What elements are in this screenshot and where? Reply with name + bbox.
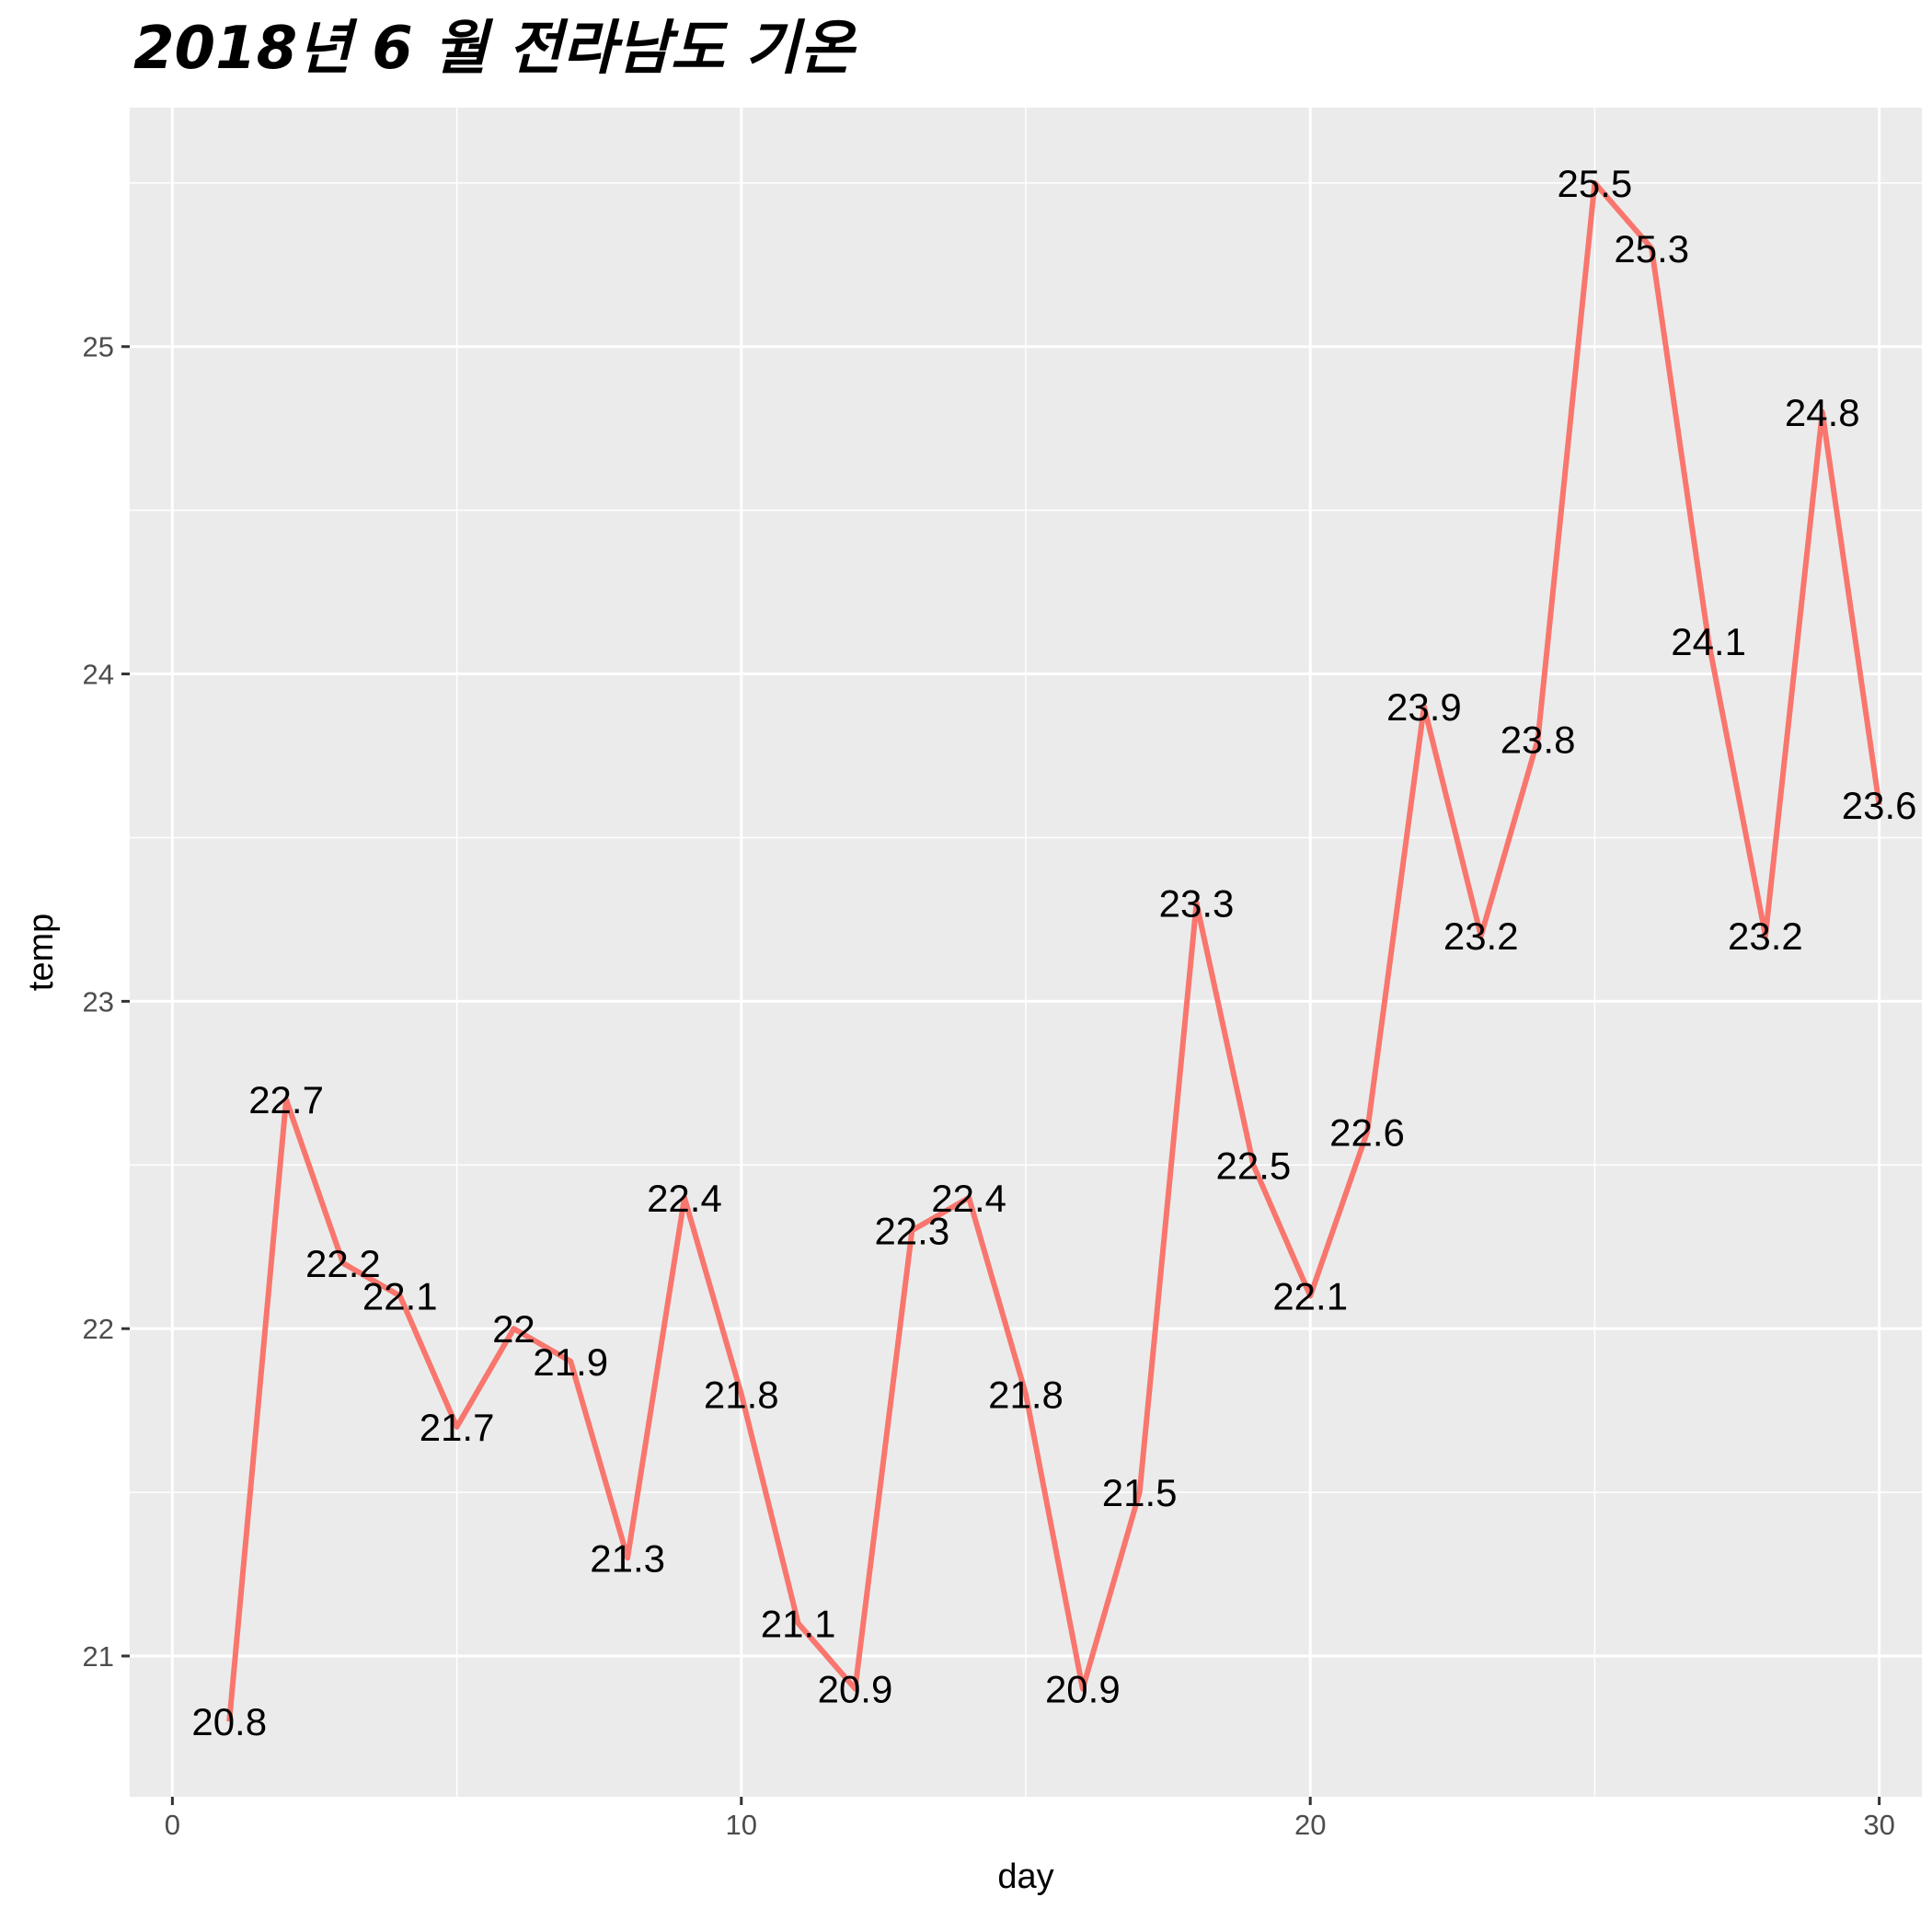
- y-tick-label: 21: [83, 1640, 114, 1673]
- x-axis-title: day: [997, 1857, 1053, 1896]
- data-label: 22.5: [1215, 1144, 1291, 1187]
- data-label: 20.8: [191, 1700, 267, 1743]
- x-tick-label: 0: [165, 1809, 180, 1841]
- data-label: 22.4: [647, 1177, 722, 1220]
- data-label: 21.1: [761, 1602, 836, 1645]
- minor-gridlines: [130, 108, 1922, 1797]
- data-label: 23.2: [1443, 914, 1519, 958]
- data-label: 24.8: [1785, 391, 1860, 434]
- data-label: 24.1: [1671, 620, 1746, 663]
- data-label: 21.7: [420, 1406, 495, 1449]
- data-label: 20.9: [818, 1668, 893, 1711]
- y-axis-title: temp: [22, 914, 61, 991]
- data-label: 22.2: [305, 1242, 381, 1285]
- data-label: 22.1: [1272, 1275, 1348, 1318]
- y-tick-label: 23: [83, 985, 114, 1018]
- data-label: 20.9: [1045, 1668, 1121, 1711]
- x-tick-label: 20: [1294, 1809, 1326, 1841]
- data-label: 25.3: [1614, 227, 1689, 270]
- data-label: 25.5: [1558, 162, 1633, 205]
- data-label: 23.3: [1159, 882, 1235, 926]
- data-label: 23.8: [1501, 719, 1576, 762]
- y-tick-label: 25: [83, 331, 114, 363]
- y-tick-label: 22: [83, 1313, 114, 1345]
- data-label: 22.6: [1329, 1111, 1405, 1155]
- x-tick-label: 30: [1863, 1809, 1894, 1841]
- data-label: 21.3: [590, 1536, 665, 1580]
- data-label: 21.8: [988, 1373, 1064, 1416]
- data-label: 22.1: [362, 1275, 438, 1318]
- y-axis: 21 22 23 24 25: [83, 331, 130, 1673]
- data-label: 21.5: [1102, 1471, 1178, 1514]
- data-label: 23.2: [1728, 914, 1803, 958]
- data-label: 22.7: [248, 1078, 324, 1121]
- data-labels: 20.822.722.222.121.72221.921.322.421.821…: [191, 162, 1916, 1743]
- data-label: 22.3: [874, 1209, 949, 1252]
- major-gridlines: [130, 108, 1922, 1797]
- temperature-line: [226, 179, 1882, 1722]
- data-label: 22: [492, 1307, 535, 1351]
- x-tick-label: 10: [726, 1809, 757, 1841]
- data-label: 21.8: [704, 1373, 779, 1416]
- chart-title: 2018년 6 월 전라남도 기온: [133, 15, 857, 83]
- data-label: 23.9: [1386, 685, 1462, 729]
- data-label: 21.9: [533, 1340, 608, 1384]
- data-label: 22.4: [931, 1177, 1006, 1220]
- data-label: 23.6: [1842, 784, 1917, 827]
- y-tick-label: 24: [83, 659, 114, 691]
- x-axis: 0 10 20 30: [165, 1797, 1895, 1841]
